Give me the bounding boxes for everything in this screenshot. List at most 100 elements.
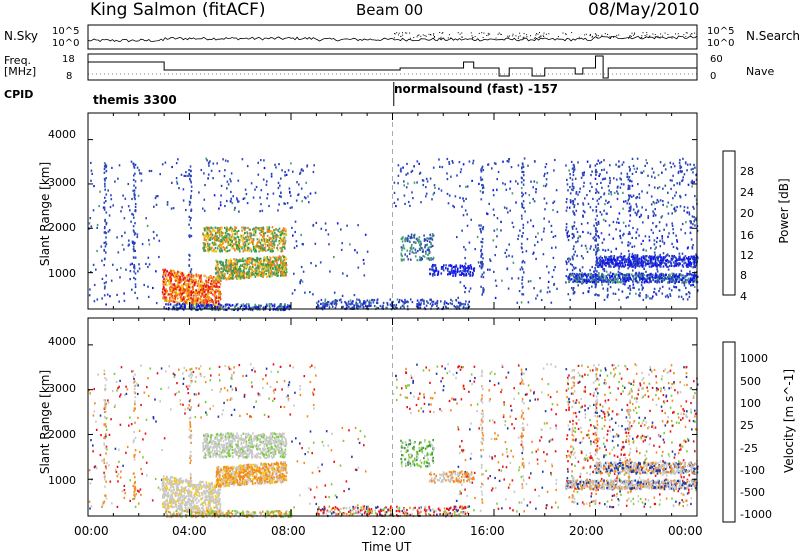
power-echo bbox=[230, 264, 232, 267]
power-speckle bbox=[694, 166, 696, 169]
power-streak bbox=[521, 162, 524, 165]
power-speckle bbox=[507, 287, 510, 290]
power-streak bbox=[629, 194, 632, 197]
power-speckle bbox=[617, 192, 619, 195]
power-speckle bbox=[640, 284, 643, 287]
power-speckle bbox=[140, 172, 143, 175]
power-speckle bbox=[691, 215, 694, 218]
power-echo bbox=[219, 292, 221, 295]
power-speckle bbox=[438, 187, 440, 190]
power-streak bbox=[521, 261, 524, 264]
power-echo bbox=[423, 255, 426, 258]
power-speckle bbox=[633, 167, 636, 170]
power-echo bbox=[246, 245, 248, 248]
power-echo bbox=[247, 247, 250, 250]
power-echo bbox=[187, 283, 189, 286]
power-echo bbox=[176, 286, 179, 289]
power-echo bbox=[177, 292, 180, 295]
power-speckle bbox=[444, 300, 446, 303]
power-echo bbox=[216, 304, 218, 307]
power-echo bbox=[628, 264, 630, 267]
nsearch-dot bbox=[644, 35, 646, 36]
vel-cb-tick-100: 100 bbox=[740, 397, 761, 410]
power-speckle bbox=[407, 301, 409, 304]
power-echo bbox=[277, 235, 280, 239]
power-echo bbox=[246, 257, 249, 260]
power-streak bbox=[134, 163, 137, 166]
power-echo bbox=[675, 274, 677, 277]
power-speckle bbox=[356, 298, 358, 301]
power-echo bbox=[212, 236, 214, 240]
power-speckle bbox=[544, 172, 546, 175]
power-echo bbox=[432, 256, 435, 259]
power-echo bbox=[260, 230, 263, 233]
power-speckle bbox=[658, 186, 661, 189]
power-speckle bbox=[147, 265, 149, 268]
power-speckle bbox=[546, 291, 549, 294]
power-echo bbox=[266, 239, 269, 242]
power-echo bbox=[229, 234, 231, 237]
power-echo bbox=[427, 253, 429, 256]
power-speckle bbox=[216, 162, 218, 165]
power-streak bbox=[134, 198, 136, 201]
power-streak bbox=[628, 197, 630, 200]
power-echo bbox=[220, 233, 222, 236]
power-streak bbox=[595, 209, 598, 212]
power-echo bbox=[205, 226, 208, 229]
power-speckle bbox=[434, 186, 436, 189]
power-speckle bbox=[567, 293, 570, 296]
power-streak bbox=[188, 278, 191, 281]
power-speckle bbox=[496, 217, 499, 220]
power-echo bbox=[205, 299, 207, 302]
power-echo bbox=[215, 281, 218, 284]
power-speckle bbox=[200, 168, 203, 172]
power-speckle bbox=[597, 159, 600, 162]
power-streak bbox=[103, 282, 106, 285]
power-streak bbox=[572, 287, 575, 290]
vel-cb-tick-25: 25 bbox=[740, 419, 754, 432]
power-echo bbox=[261, 243, 263, 246]
power-speckle bbox=[418, 301, 420, 304]
power-echo bbox=[426, 257, 428, 260]
power-echo bbox=[690, 278, 692, 282]
power-echo bbox=[691, 277, 694, 280]
power-echo bbox=[660, 278, 663, 281]
power-speckle bbox=[694, 195, 696, 198]
power-speckle bbox=[368, 302, 371, 305]
power-speckle bbox=[279, 184, 281, 187]
power-echo bbox=[210, 231, 212, 234]
power-echo bbox=[640, 277, 643, 280]
power-echo bbox=[218, 305, 220, 308]
power-speckle bbox=[566, 178, 568, 181]
power-echo bbox=[203, 300, 206, 303]
power-echo bbox=[233, 236, 236, 239]
nsearch-dot bbox=[611, 36, 612, 38]
power-speckle bbox=[692, 244, 694, 247]
power-echo bbox=[194, 302, 196, 305]
power-streak bbox=[572, 163, 575, 167]
power-speckle bbox=[632, 208, 635, 211]
power-echo bbox=[638, 274, 641, 277]
nsearch-dot bbox=[612, 36, 614, 37]
power-speckle bbox=[511, 192, 514, 195]
power-echo bbox=[234, 259, 236, 262]
power-echo bbox=[629, 275, 631, 278]
power-echo bbox=[681, 280, 684, 283]
power-echo bbox=[217, 288, 219, 291]
power-streak bbox=[522, 293, 525, 296]
power-speckle bbox=[536, 294, 539, 297]
power-echo bbox=[598, 276, 601, 279]
power-streak bbox=[571, 256, 574, 259]
power-speckle bbox=[147, 295, 150, 298]
power-echo bbox=[410, 258, 412, 261]
power-echo bbox=[213, 243, 215, 246]
power-echo bbox=[234, 233, 236, 236]
power-speckle bbox=[690, 181, 693, 184]
power-speckle bbox=[671, 222, 673, 225]
power-echo bbox=[240, 259, 242, 262]
power-streak bbox=[521, 247, 523, 250]
nsearch-dot bbox=[578, 36, 580, 38]
power-echo bbox=[416, 259, 419, 262]
power-speckle bbox=[373, 299, 376, 302]
nsearch-dot bbox=[413, 37, 415, 39]
